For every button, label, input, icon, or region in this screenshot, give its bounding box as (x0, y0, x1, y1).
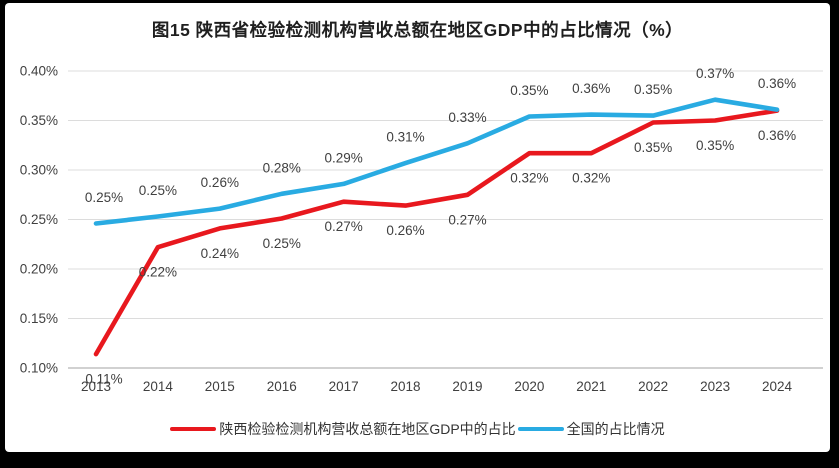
y-axis-tick-label: 0.35% (20, 113, 58, 128)
data-label-shaanxi: 0.32% (510, 171, 548, 186)
y-axis-tick-label: 0.15% (20, 311, 58, 326)
y-axis-tick-label: 0.40% (20, 64, 58, 79)
series-line-national (93, 97, 780, 226)
chart-legend: 陕西检验检测机构营收总额在地区GDP中的占比 全国的占比情况 (5, 419, 830, 439)
series-line-shaanxi (93, 108, 780, 357)
data-label-national: 0.35% (634, 82, 672, 97)
line-chart-plot: 0.10% 0.15% 0.20% 0.25% 0.30% 0.35% 0.40% 2013 2… (20, 64, 823, 394)
x-axis-tick-label: 2023 (700, 379, 730, 394)
x-axis-tick-label: 2013 (81, 379, 111, 394)
legend-item-national: 全国的占比情况 (517, 419, 665, 439)
data-label-national: 0.25% (139, 183, 177, 198)
legend-label-national: 全国的占比情况 (566, 421, 665, 437)
data-label-national: 0.28% (263, 160, 301, 175)
data-label-shaanxi: 0.35% (634, 140, 672, 155)
x-axis-tick-label: 2019 (452, 379, 482, 394)
x-axis-tick-label: 2020 (514, 379, 544, 394)
data-label-national: 0.37% (696, 66, 734, 81)
data-label-national: 0.35% (510, 83, 548, 98)
data-label-national: 0.26% (201, 175, 239, 190)
data-label-national: 0.36% (758, 76, 796, 91)
data-label-shaanxi: 0.22% (139, 265, 177, 280)
data-label-national: 0.36% (572, 81, 610, 96)
data-label-national: 0.33% (448, 110, 486, 125)
x-axis-tick-label: 2018 (391, 379, 421, 394)
data-label-shaanxi: 0.11% (85, 372, 122, 387)
chart-title: 图15 陕西省检验检测机构营收总额在地区GDP中的占比情况（%） (151, 20, 684, 40)
y-axis-tick-label: 0.30% (20, 163, 58, 178)
data-label-national: 0.31% (386, 130, 424, 145)
y-axis-tick-label: 0.25% (20, 212, 58, 227)
data-label-shaanxi: 0.24% (201, 246, 239, 261)
data-label-shaanxi: 0.26% (386, 223, 424, 238)
legend-line-swatch-red (170, 426, 217, 432)
data-label-national: 0.29% (324, 150, 362, 165)
data-label-shaanxi: 0.35% (696, 138, 734, 153)
data-label-shaanxi: 0.36% (758, 128, 796, 143)
x-axis-tick-label: 2016 (267, 379, 297, 394)
data-label-shaanxi: 0.32% (572, 171, 610, 186)
x-axis-tick-label: 2014 (143, 379, 174, 394)
x-axis-tick-label: 2021 (576, 379, 606, 394)
x-axis-tick-label: 2015 (205, 379, 235, 394)
data-label-national: 0.25% (85, 190, 123, 205)
data-label-shaanxi: 0.27% (324, 219, 362, 234)
x-axis-tick-label: 2017 (329, 379, 359, 394)
legend-label-shaanxi: 陕西检验检测机构营收总额在地区GDP中的占比 (219, 421, 516, 437)
legend-item-shaanxi: 陕西检验检测机构营收总额在地区GDP中的占比 (170, 419, 516, 439)
x-axis-tick-label: 2024 (762, 379, 793, 394)
legend-line-swatch-blue (517, 426, 564, 432)
data-label-shaanxi: 0.27% (448, 212, 486, 227)
data-label-shaanxi: 0.25% (263, 236, 301, 251)
y-axis-tick-label: 0.10% (20, 361, 58, 376)
x-axis-tick-label: 2022 (638, 379, 668, 394)
chart-card: 0.10% 0.15% 0.20% 0.25% 0.30% 0.35% 0.40% 2013 2… (5, 3, 830, 452)
y-axis-tick-label: 0.20% (20, 262, 58, 277)
